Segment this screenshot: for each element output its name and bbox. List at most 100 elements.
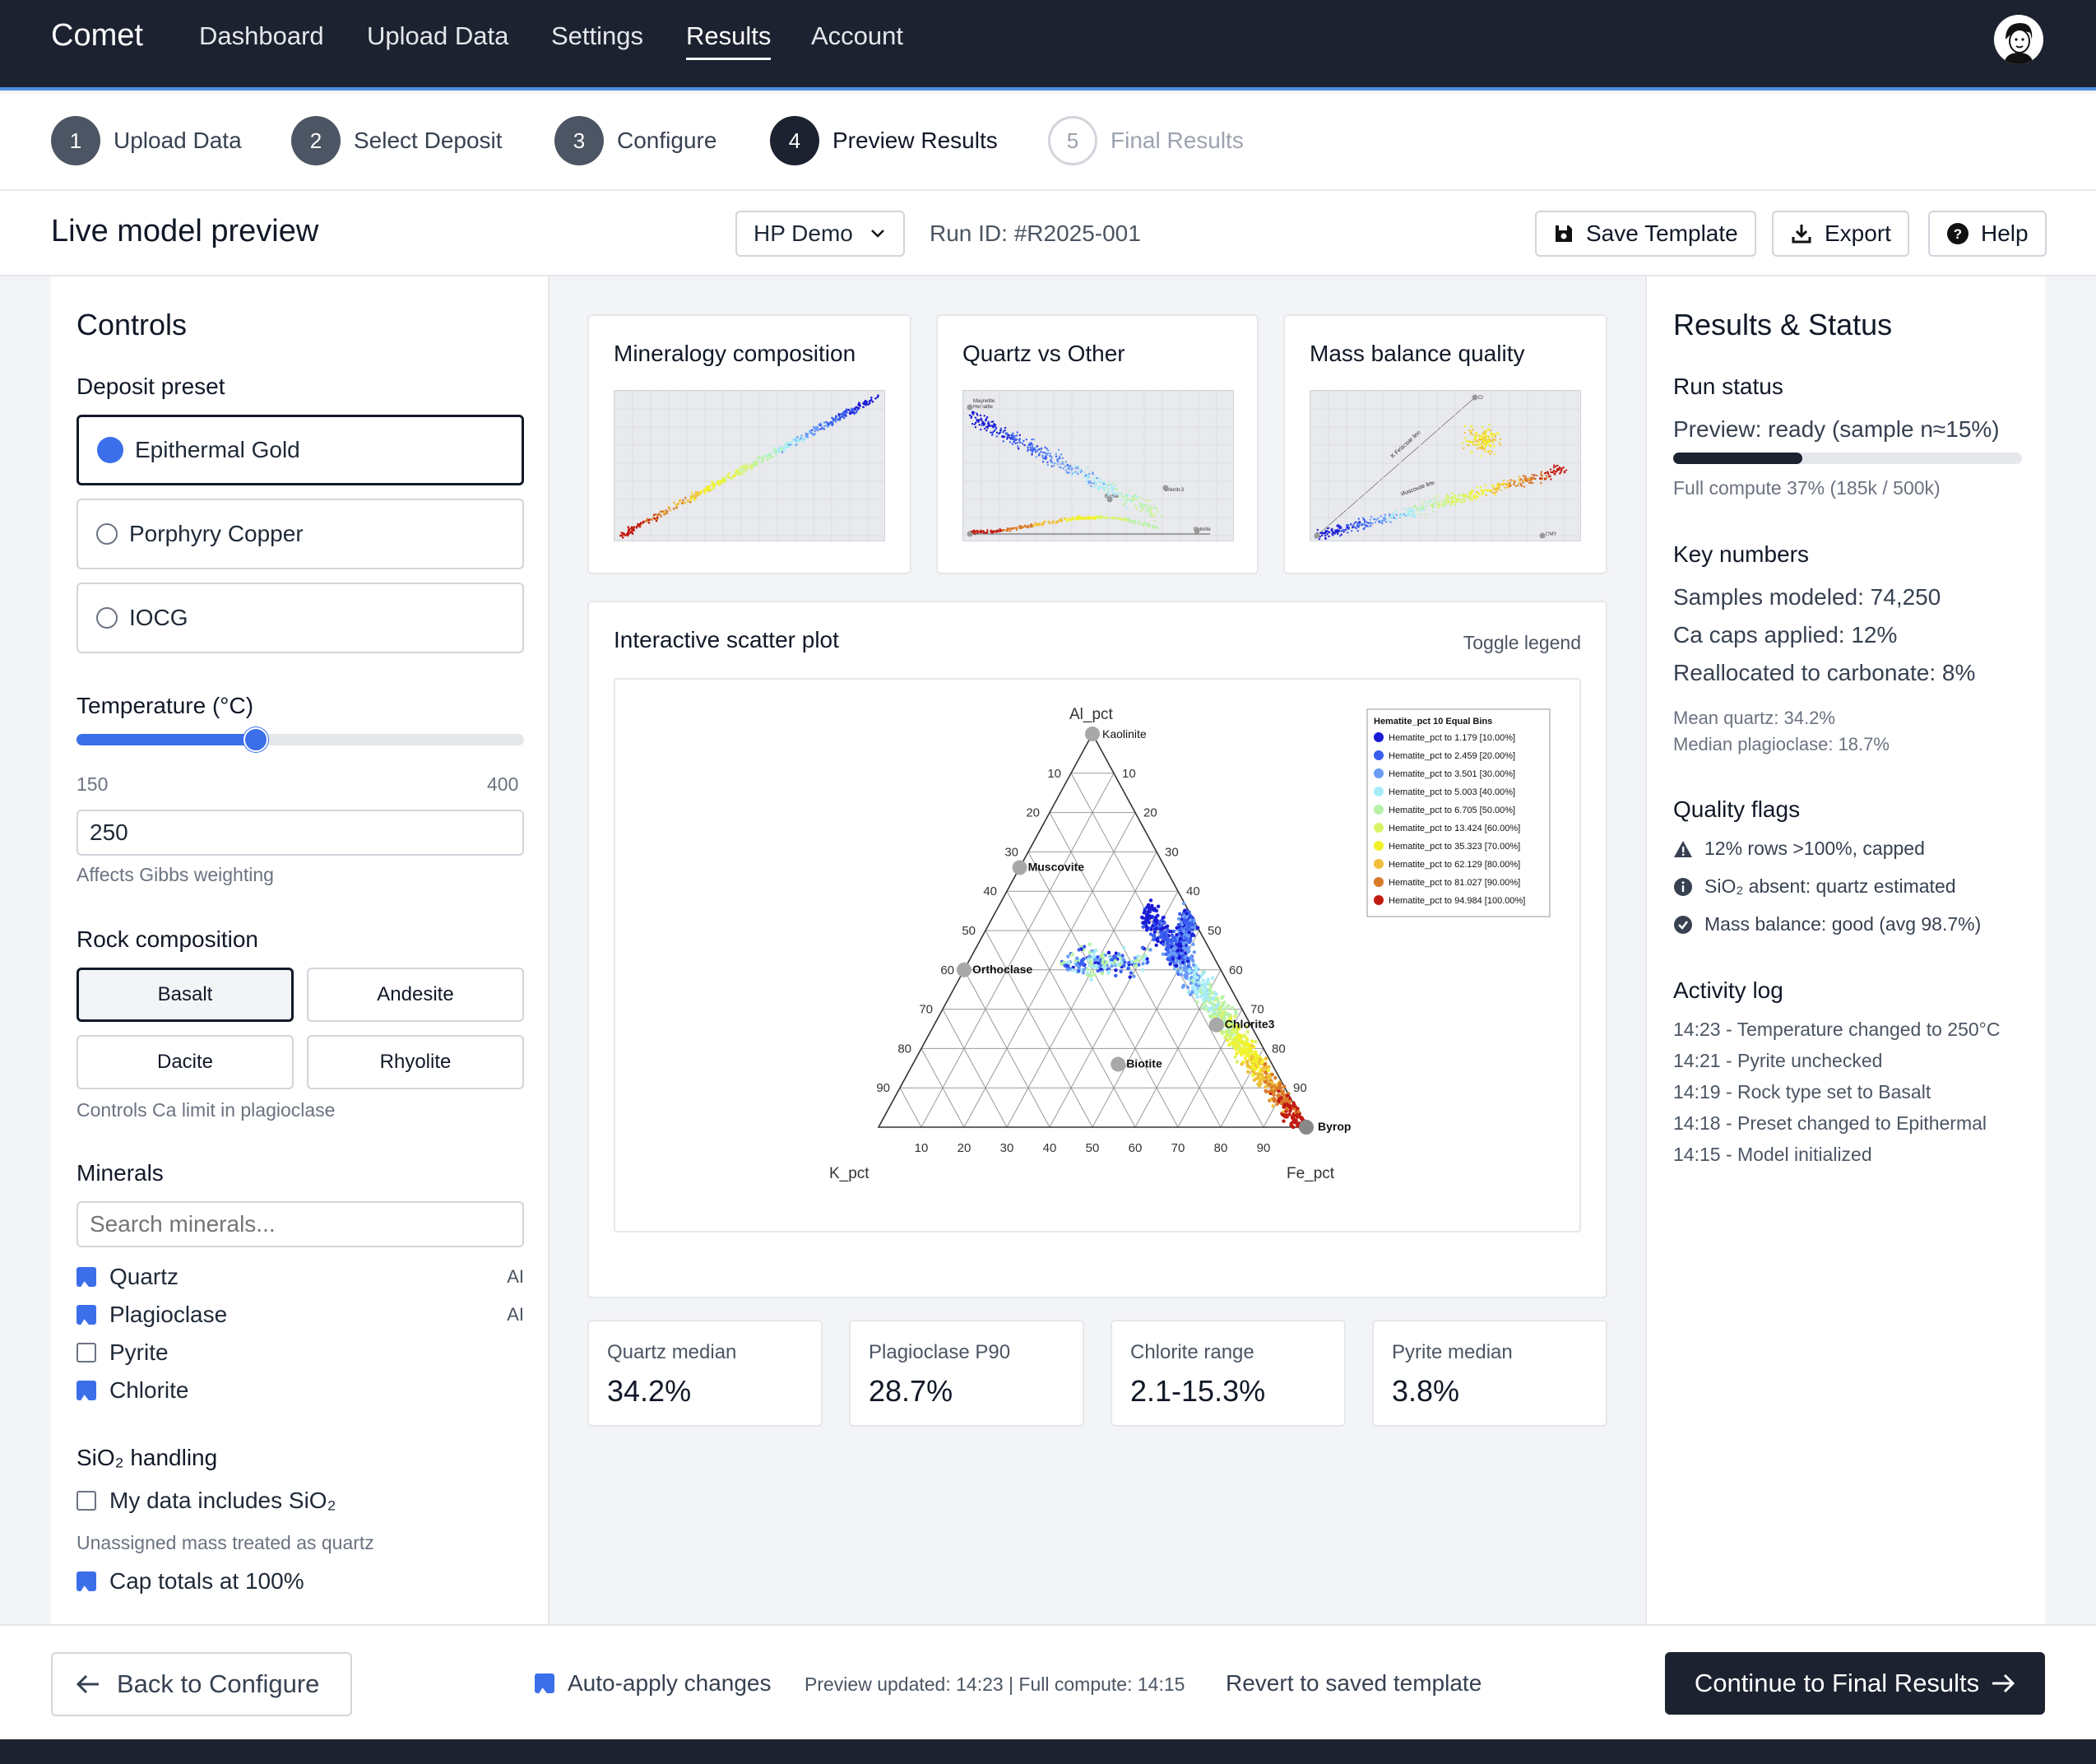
thumb-point [628, 528, 630, 531]
dataset-select[interactable]: HP Demo [735, 211, 905, 257]
thumb-point [1141, 508, 1143, 512]
scatter-point [1263, 1079, 1267, 1084]
mineral-chlorite[interactable]: Chlorite [77, 1376, 524, 1405]
scatter-point [1208, 986, 1213, 991]
thumb-point [746, 466, 749, 469]
grid-line [985, 930, 1093, 1128]
ternary-plot[interactable]: 10 10 90 20 20 80 30 30 70 40 40 60 50 50 50 60 60 40 70 70… [614, 678, 1581, 1232]
thumb-point [1378, 521, 1380, 523]
thumb-point [1013, 437, 1016, 439]
thumb-point [1483, 440, 1486, 443]
thumb-marker [1106, 496, 1113, 503]
thumb-point [1489, 449, 1491, 452]
thumb-point [1053, 462, 1056, 465]
thumb-point [1497, 487, 1500, 490]
toggle-legend-button[interactable]: Toggle legend [1463, 632, 1581, 653]
thumb-point [656, 513, 659, 517]
slider-thumb[interactable] [243, 727, 268, 752]
scatter-point [1227, 1042, 1231, 1047]
sio2-includes-toggle[interactable]: My data includes SiO₂ [77, 1486, 524, 1516]
thumb-point [1438, 500, 1440, 503]
rock-rhyolite-button[interactable]: Rhyolite [307, 1035, 524, 1089]
thumb-point [1115, 488, 1119, 490]
thumb-point [1428, 500, 1431, 503]
thumb-point [1473, 443, 1476, 446]
checkbox-checked-icon[interactable] [77, 1381, 96, 1400]
scatter-point [1092, 954, 1097, 959]
thumb-point [1505, 484, 1508, 486]
nav-account[interactable]: Account [811, 21, 904, 50]
scatter-point [1136, 954, 1140, 959]
save-template-button[interactable]: Save Template [1535, 211, 1756, 257]
scatter-point [1122, 963, 1126, 968]
continue-final-results-button[interactable]: Continue to Final Results [1665, 1652, 2045, 1715]
thumb-point [1057, 520, 1060, 522]
step-upload-data[interactable]: 1 Upload Data [51, 116, 242, 165]
scatter-point [1233, 1055, 1237, 1059]
thumb-point [991, 530, 994, 533]
rock-dacite-button[interactable]: Dacite [77, 1035, 294, 1089]
arrow-left-icon [76, 1674, 99, 1694]
thumb-point [1097, 480, 1101, 483]
temperature-slider[interactable] [77, 727, 524, 752]
preset-iocg[interactable]: IOCG [77, 583, 524, 653]
checkbox-checked-icon[interactable] [77, 1267, 96, 1287]
thumb-point [1056, 458, 1059, 461]
scatter-point [1240, 1039, 1245, 1043]
thumb-card-quartz[interactable]: Quartz vs Other Magnetite Hematite Chlor… [936, 314, 1259, 574]
thumb-point [846, 411, 848, 415]
preset-epithermal-gold[interactable]: Epithermal Gold [77, 415, 524, 485]
thumb-point [735, 470, 737, 472]
preset-porphyry-copper[interactable]: Porphyry Copper [77, 499, 524, 569]
thumb-point [831, 420, 833, 424]
checkbox-checked-icon[interactable] [535, 1673, 554, 1693]
temperature-input[interactable]: 250 [77, 810, 524, 856]
scatter-point [1157, 920, 1162, 925]
thumb-point [793, 444, 796, 447]
brand-logo[interactable]: Comet [51, 18, 143, 53]
scatter-point [1106, 967, 1111, 971]
back-to-configure-button[interactable]: Back to Configure [51, 1652, 352, 1716]
thumb-point [1088, 516, 1092, 519]
thumb-point [1431, 504, 1433, 506]
nav-settings[interactable]: Settings [551, 21, 644, 50]
scatter-point [1089, 962, 1093, 967]
revert-template-link[interactable]: Revert to saved template [1226, 1670, 1482, 1696]
thumb-card-mass-balance[interactable]: Mass balance quality K Feldspar line Mus… [1283, 314, 1607, 574]
mineral-search-input[interactable] [77, 1201, 524, 1247]
rock-basalt-button[interactable]: Basalt [77, 968, 294, 1022]
checkbox-checked-icon[interactable] [77, 1305, 96, 1325]
mineral-plagioclase[interactable]: Plagioclase AI [77, 1300, 524, 1330]
step-configure[interactable]: 3 Configure [554, 116, 716, 165]
auto-apply-toggle[interactable]: Auto-apply changes [535, 1670, 772, 1697]
nav-upload-data[interactable]: Upload Data [367, 21, 509, 50]
ternary-svg[interactable]: 10 10 90 20 20 80 30 30 70 40 40 60 50 50 50 60 60 40 70 70… [615, 680, 1581, 1232]
cap-totals-toggle[interactable]: Cap totals at 100% [77, 1567, 524, 1596]
thumb-point [1135, 507, 1138, 510]
help-button[interactable]: ? Help [1928, 211, 2047, 257]
thumb-point [652, 516, 655, 519]
nav-results[interactable]: Results [686, 21, 772, 60]
checkbox-icon[interactable] [77, 1491, 96, 1511]
thumb-point [1462, 493, 1464, 495]
thumb-point [1110, 517, 1112, 519]
user-avatar[interactable] [1994, 15, 2043, 64]
thumb-point [1447, 499, 1449, 502]
mineral-pyrite[interactable]: Pyrite [77, 1338, 524, 1367]
thumb-point [976, 529, 979, 532]
nav-dashboard[interactable]: Dashboard [199, 21, 324, 50]
thumb-card-mineralogy[interactable]: Mineralogy composition [587, 314, 911, 574]
export-button[interactable]: Export [1772, 211, 1909, 257]
scatter-point [1203, 986, 1208, 991]
step-preview-results[interactable]: 4 Preview Results [770, 116, 998, 165]
thumb-point [994, 530, 996, 533]
scatter-point [1186, 949, 1190, 954]
thumb-point [1550, 478, 1552, 480]
step-select-deposit[interactable]: 2 Select Deposit [291, 116, 503, 165]
mineral-quartz[interactable]: Quartz AI [77, 1262, 524, 1292]
checkbox-icon[interactable] [77, 1343, 96, 1362]
rock-andesite-button[interactable]: Andesite [307, 968, 524, 1022]
checkbox-checked-icon[interactable] [77, 1571, 96, 1591]
thumb-point [1380, 515, 1383, 518]
step-final-results[interactable]: 5 Final Results [1048, 116, 1244, 165]
